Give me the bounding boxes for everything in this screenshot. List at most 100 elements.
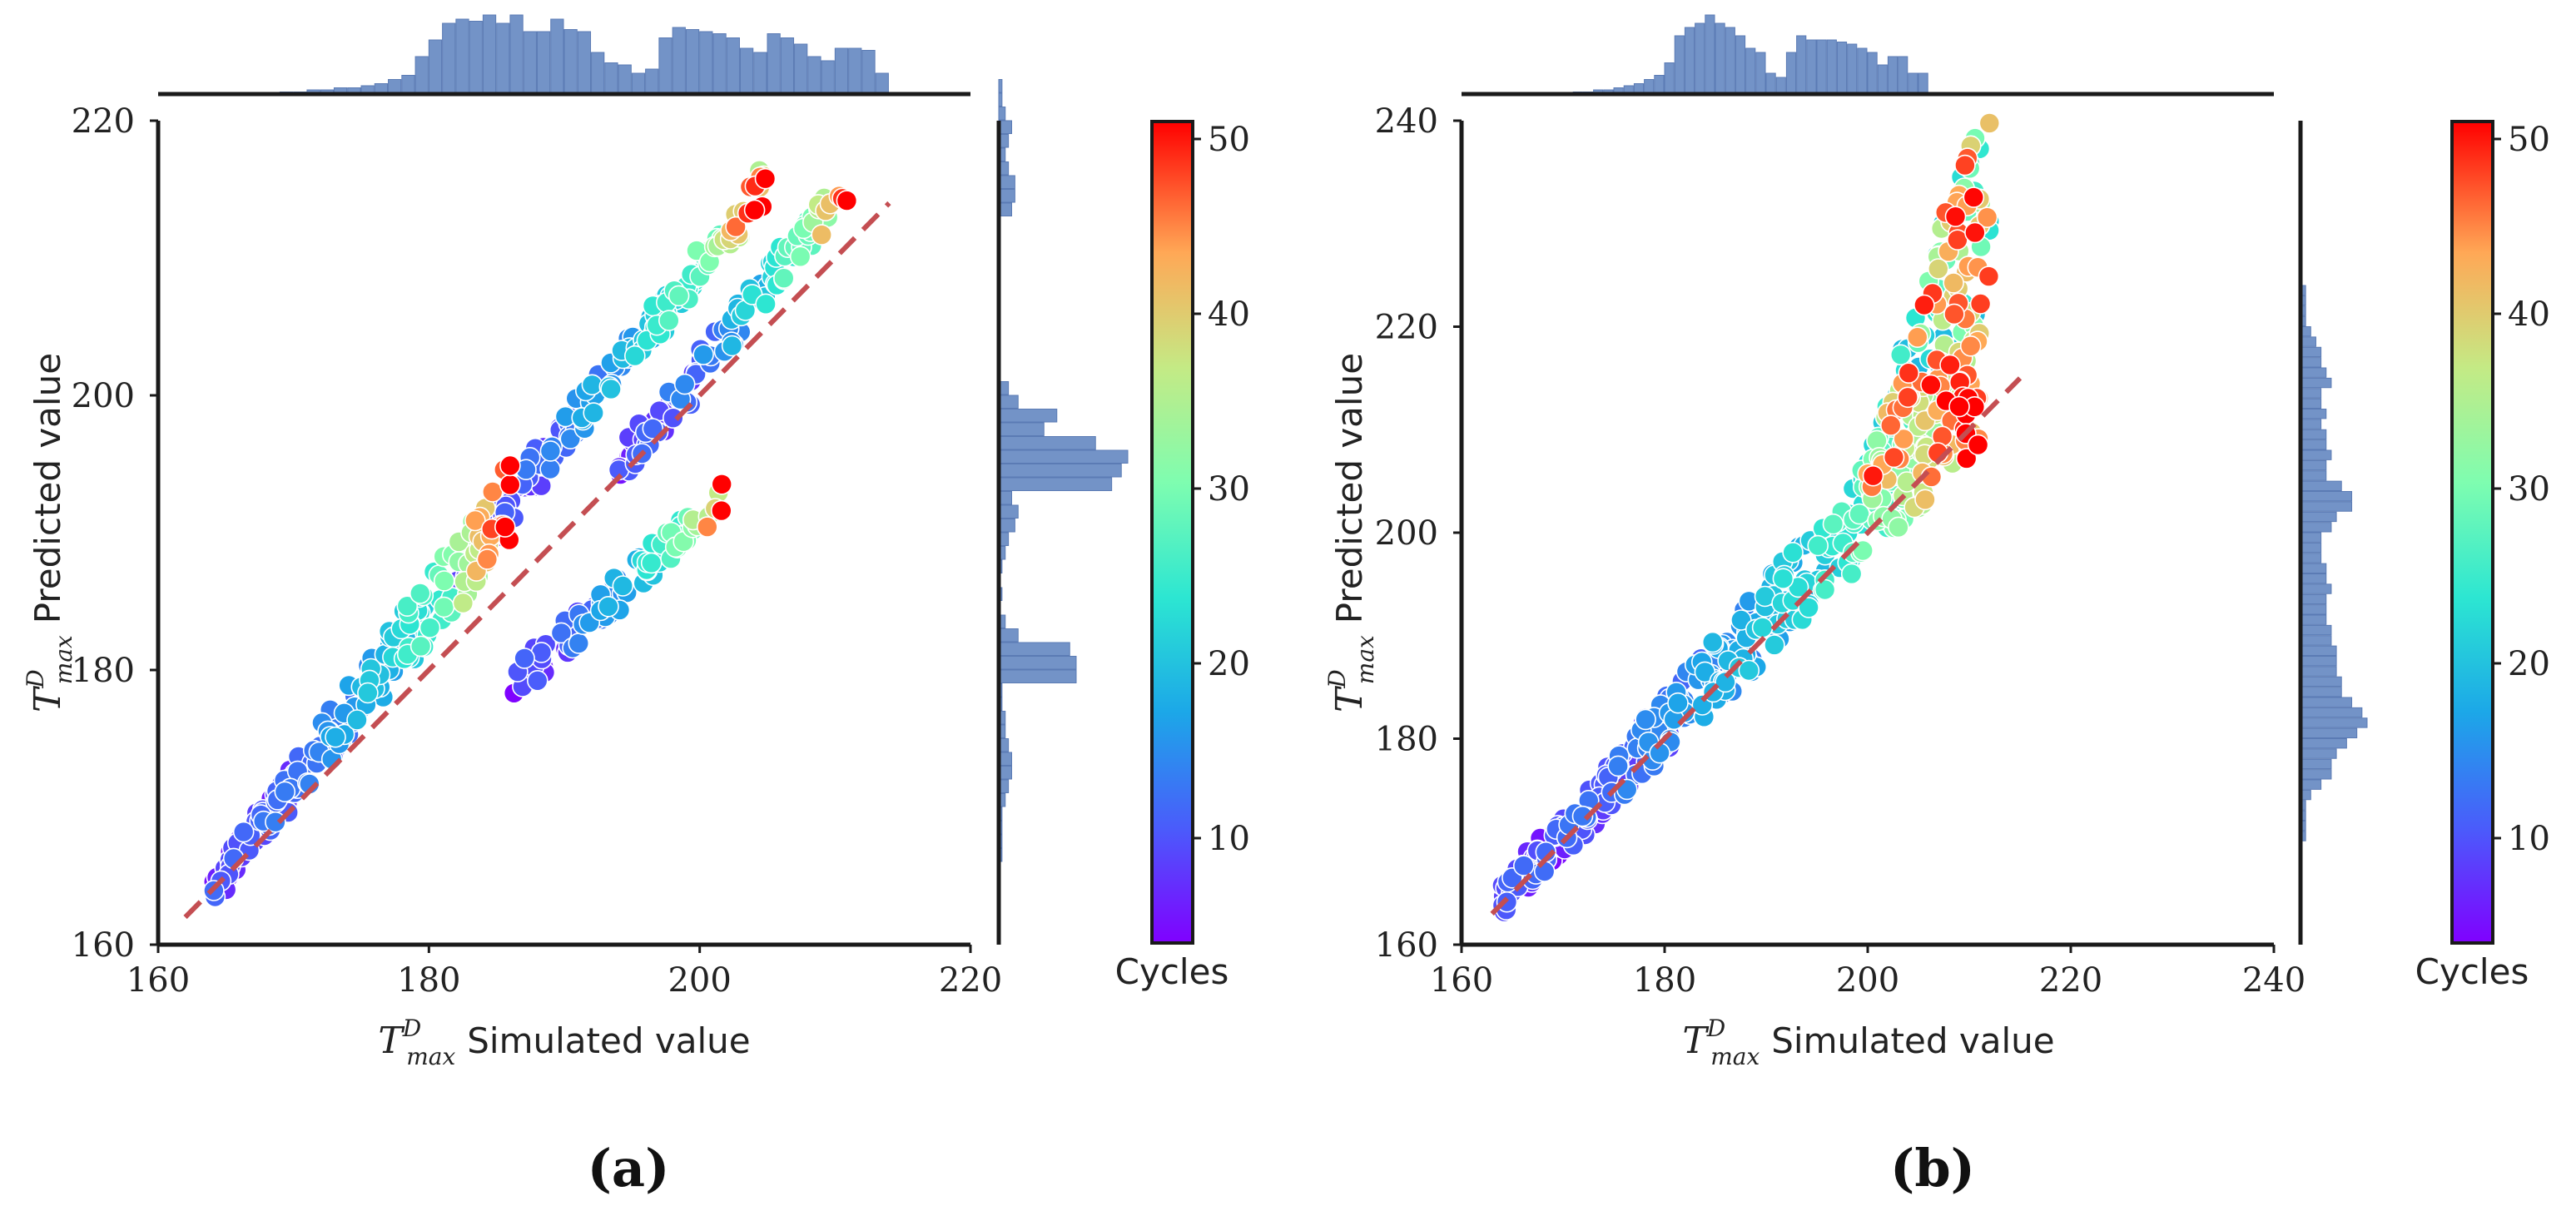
- b-scatter-point: [1738, 659, 1760, 682]
- b-right-hist-bar: [2300, 666, 2337, 677]
- a-top-hist-bar: [496, 22, 510, 95]
- a-scatter-point: [514, 648, 535, 669]
- a-scatter-point: [559, 428, 582, 450]
- a-top-hist-bar: [482, 14, 497, 95]
- b-scatter-point: [1862, 464, 1884, 487]
- a-scatter-point: [550, 622, 573, 644]
- b-right-hist-bar: [2300, 346, 2322, 358]
- a-right-hist-bar: [998, 519, 1015, 533]
- b-x-ticks: 160 180 200 220 240: [1430, 945, 2305, 1000]
- b-scatter-point: [1939, 354, 1961, 376]
- b-right-hist-bar: [2300, 491, 2353, 502]
- a-scatter-point: [662, 407, 684, 429]
- b-y-tick-label: 180: [1375, 721, 1438, 759]
- b-top-hist-bar: [1695, 22, 1705, 95]
- a-scatter-point: [673, 373, 696, 395]
- b-scatter-point: [1764, 634, 1785, 656]
- b-top-hist-bar: [1755, 52, 1766, 95]
- a-scatter-point: [640, 552, 663, 574]
- a-top-hist-bar: [455, 18, 469, 95]
- b-top-hist-bar: [1654, 75, 1665, 95]
- b-x-tick-label: 160: [1430, 961, 1493, 1000]
- b-top-hist-bar: [1826, 39, 1837, 95]
- a-y-ticks: 160 180 200 220: [72, 102, 158, 965]
- b-right-hist-bar: [2300, 398, 2322, 409]
- a-reference-line-dashed: [183, 201, 891, 920]
- a-top-hist-bar: [658, 37, 673, 95]
- b-x-tick-label: 220: [2039, 961, 2102, 1000]
- a-scatter-point: [433, 596, 455, 618]
- a-right-hist-bar: [998, 656, 1077, 670]
- a-scatter-point: [696, 516, 718, 538]
- b-right-hist-bar: [2300, 377, 2332, 389]
- a-scatter-point: [668, 285, 690, 307]
- b-top-hist-bar: [1867, 52, 1878, 95]
- panel-b: 160 180 200 220 240 160 180 200 220 240 TD max Sim…: [1323, 14, 2550, 1199]
- b-top-hist-bar: [1715, 22, 1725, 95]
- b-top-hist-bar: [1877, 64, 1888, 95]
- a-top-hist-bar: [604, 62, 618, 95]
- a-scatter-point: [494, 516, 516, 538]
- b-right-hist-bar: [2300, 748, 2337, 759]
- a-top-hist-bar: [739, 47, 754, 95]
- a-top-hist-bar: [848, 47, 862, 95]
- a-scatter-point: [419, 617, 441, 639]
- b-right-hist-bar: [2300, 717, 2368, 728]
- a-scatter-point: [433, 570, 455, 592]
- b-right-hist-bar: [2300, 779, 2322, 790]
- a-scatter-point: [499, 474, 521, 496]
- b-colorbar-tick-label: 50: [2508, 121, 2550, 159]
- b-scatter-point: [1907, 326, 1928, 349]
- a-x-tick-label: 220: [939, 961, 1002, 1000]
- b-right-hist-bar: [2300, 687, 2342, 697]
- b-scatter-point: [1914, 489, 1936, 511]
- a-top-hist-bar: [726, 37, 740, 95]
- b-right-hist-bar: [2300, 480, 2342, 491]
- a-scatter-point: [725, 216, 747, 238]
- b-top-hist-bar: [1898, 56, 1908, 95]
- a-scatter-point: [325, 726, 346, 748]
- a-top-hist-bar: [712, 33, 727, 95]
- a-colorbar-tick-label: 10: [1208, 820, 1250, 858]
- b-top-hist-bar: [1785, 52, 1797, 95]
- b-right-hist-bar: [2300, 501, 2353, 512]
- a-top-hist-bar: [685, 29, 700, 95]
- b-scatter-point: [1667, 692, 1689, 714]
- b-scatter-point: [1967, 434, 1989, 456]
- b-scatter-point: [1701, 631, 1724, 653]
- b-top-hist-bar: [1847, 43, 1858, 95]
- b-scatter-point: [1898, 362, 1920, 385]
- a-scatter-point: [711, 473, 733, 495]
- a-top-hist-bar: [794, 43, 808, 95]
- b-scatter-point: [1976, 206, 1998, 229]
- b-top-hist-bar: [1918, 72, 1928, 95]
- b-right-hist-bar: [2300, 563, 2327, 573]
- b-top-hist-bar: [1644, 79, 1655, 95]
- b-right-hist-bar: [2300, 727, 2358, 738]
- a-x-tick-label: 160: [127, 961, 190, 1000]
- a-y-tick-label: 160: [72, 926, 135, 965]
- b-scatter-point: [1978, 112, 2001, 134]
- a-colorbar-ticks: 10 20 30 40 50: [1193, 121, 1250, 858]
- b-right-hist-bar: [2300, 604, 2327, 615]
- b-y-axis-label: TDmaxPredicted value: [1323, 353, 1379, 712]
- a-x-tick-label: 180: [397, 961, 460, 1000]
- a-top-hist-bar: [469, 21, 483, 95]
- a-scatter-point: [232, 821, 255, 843]
- a-scatter-point: [583, 402, 605, 424]
- b-right-hist-bar: [2300, 388, 2322, 399]
- b-scatter-point: [1715, 671, 1736, 693]
- a-scatter-point: [612, 575, 634, 597]
- b-x-tick-label: 240: [2242, 961, 2305, 1000]
- b-right-hist-bar: [2300, 439, 2327, 450]
- b-colorbar-tick-label: 10: [2508, 820, 2550, 858]
- b-right-hist-bar: [2300, 429, 2327, 440]
- b-scatter-point: [1944, 206, 1967, 228]
- a-scatter-point: [499, 454, 521, 477]
- b-top-hist-bar: [1796, 35, 1807, 95]
- a-reference-line: [183, 201, 891, 920]
- b-right-hist-bar: [2300, 738, 2347, 749]
- b-scatter-point: [1889, 344, 1912, 366]
- b-scatter-point: [1959, 335, 1982, 357]
- a-colorbar-tick-label: 30: [1208, 470, 1250, 509]
